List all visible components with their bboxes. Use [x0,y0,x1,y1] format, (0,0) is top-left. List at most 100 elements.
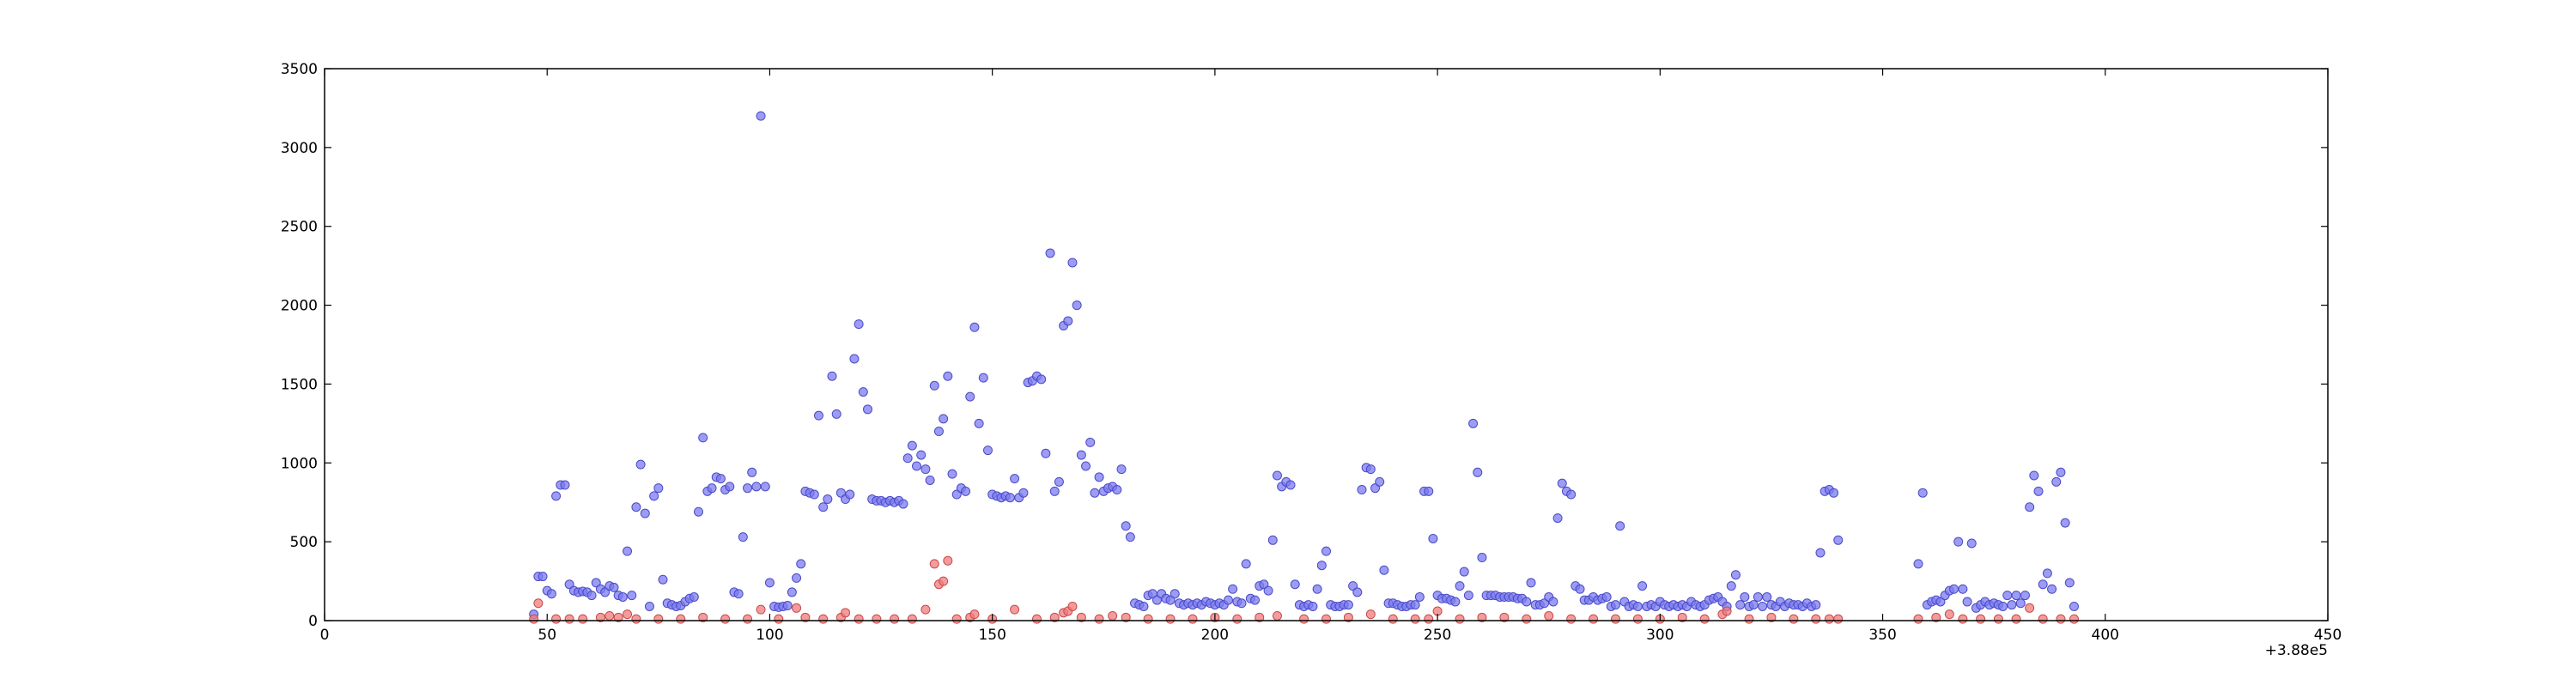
series-1-point [1450,597,1461,607]
series-1-point [1081,461,1091,471]
series-2-point [890,614,900,624]
series-2-point [943,555,953,566]
x-tick-label: 400 [2092,627,2119,644]
series-1-point [796,559,806,569]
series-2-point [907,614,917,624]
series-2-point [1321,614,1331,624]
series-2-point [774,614,784,624]
series-1-point [1241,559,1251,569]
series-2-point [1094,614,1104,624]
series-2-point [1566,614,1577,624]
series-1-point [1067,258,1078,268]
series-2-point [1499,612,1510,622]
series-1-point [1139,601,1149,611]
series-2-point [1143,614,1153,624]
series-1-point [1165,595,1176,605]
series-1-point [827,371,837,381]
series-1-point [715,474,726,484]
series-1-point [1343,600,1353,610]
series-1-point [1935,597,1946,607]
series-1-point [1410,600,1420,610]
series-1-point [760,482,770,492]
series-1-point [764,578,775,588]
series-2-point [1993,614,2003,624]
series-1-point [738,532,748,542]
series-1-point [1379,565,1389,575]
series-2-point [1032,614,1042,624]
series-1-point [733,589,744,599]
series-2-point [1811,614,1821,624]
series-1-point [2051,476,2062,487]
series-2-point [1067,601,1078,611]
ticks-layer: 0 50 100 150 200 250 300 350 400 450 0 500 1000 1500 2… [281,61,2342,644]
series-1-point [1748,600,1759,610]
series-1-point [1615,521,1625,531]
series-1-point [623,546,633,556]
x-tick-label: 150 [978,627,1005,644]
series-1-point [538,572,548,582]
series-1-point [1414,591,1425,602]
series-2-point [551,614,562,624]
series-2-point [698,612,708,622]
series-1-point [854,319,864,330]
series-1-point [929,380,939,391]
series-1-point [974,418,984,428]
series-2-point [1766,612,1777,622]
series-1-point [1758,601,1768,611]
series-2-point [841,608,851,618]
series-2-point [1343,612,1353,622]
series-1-point [2029,470,2039,481]
series-1-point [1018,488,1029,498]
series-1-point [907,440,917,451]
y-tick-label: 1500 [281,376,318,393]
series-1-point [898,499,908,509]
series-2-point [2011,614,2021,624]
series-2-point [1699,614,1710,624]
series-1-point [1815,548,1826,558]
series-1-point [1540,598,1550,609]
series-1-point [1054,476,1064,487]
series-1-point [902,453,913,464]
series-2-point [1455,614,1465,624]
series-1-point [1632,601,1643,611]
series-1-point [1829,488,1839,498]
series-1-point [609,582,619,592]
series-1-point [1223,595,1233,605]
series-1-point [1966,538,1977,549]
series-2-point [720,614,731,624]
series-2-point [1744,614,1754,624]
series-1-point [631,502,641,512]
series-1-point [1290,579,1300,590]
series-1-point [2042,568,2052,579]
series-1-point [1036,374,1047,385]
series-1-point [1348,581,1358,591]
series-1-point [782,601,793,611]
series-2-point [578,614,588,624]
series-1-point [1917,488,1928,498]
series-1-point [1811,600,1821,610]
series-2-point [1610,614,1620,624]
series-1-point [1949,584,1959,594]
series-2-point [1232,614,1242,624]
series-1-point [707,483,717,494]
series-1-point [1125,532,1135,542]
series-1-point [586,591,597,601]
series-1-point [969,322,980,332]
series-1-point [689,591,699,602]
series-2-point [2069,614,2079,624]
series-1-point [693,506,703,517]
series-2-point [818,614,829,624]
series-1-point [1428,533,1438,543]
series-1-point [1370,483,1381,494]
series-1-point [698,433,708,443]
series-1-point [1958,584,1968,594]
series-1-point [1424,486,1434,496]
series-2-point [1299,614,1309,624]
series-1-point [1090,488,1100,498]
series-1-point [1375,476,1385,487]
series-1-point [1459,567,1469,577]
series-1-point [743,483,753,494]
y-tick-label: 3000 [281,140,318,157]
series-1-point [1085,437,1096,447]
series-1-point [551,491,562,501]
